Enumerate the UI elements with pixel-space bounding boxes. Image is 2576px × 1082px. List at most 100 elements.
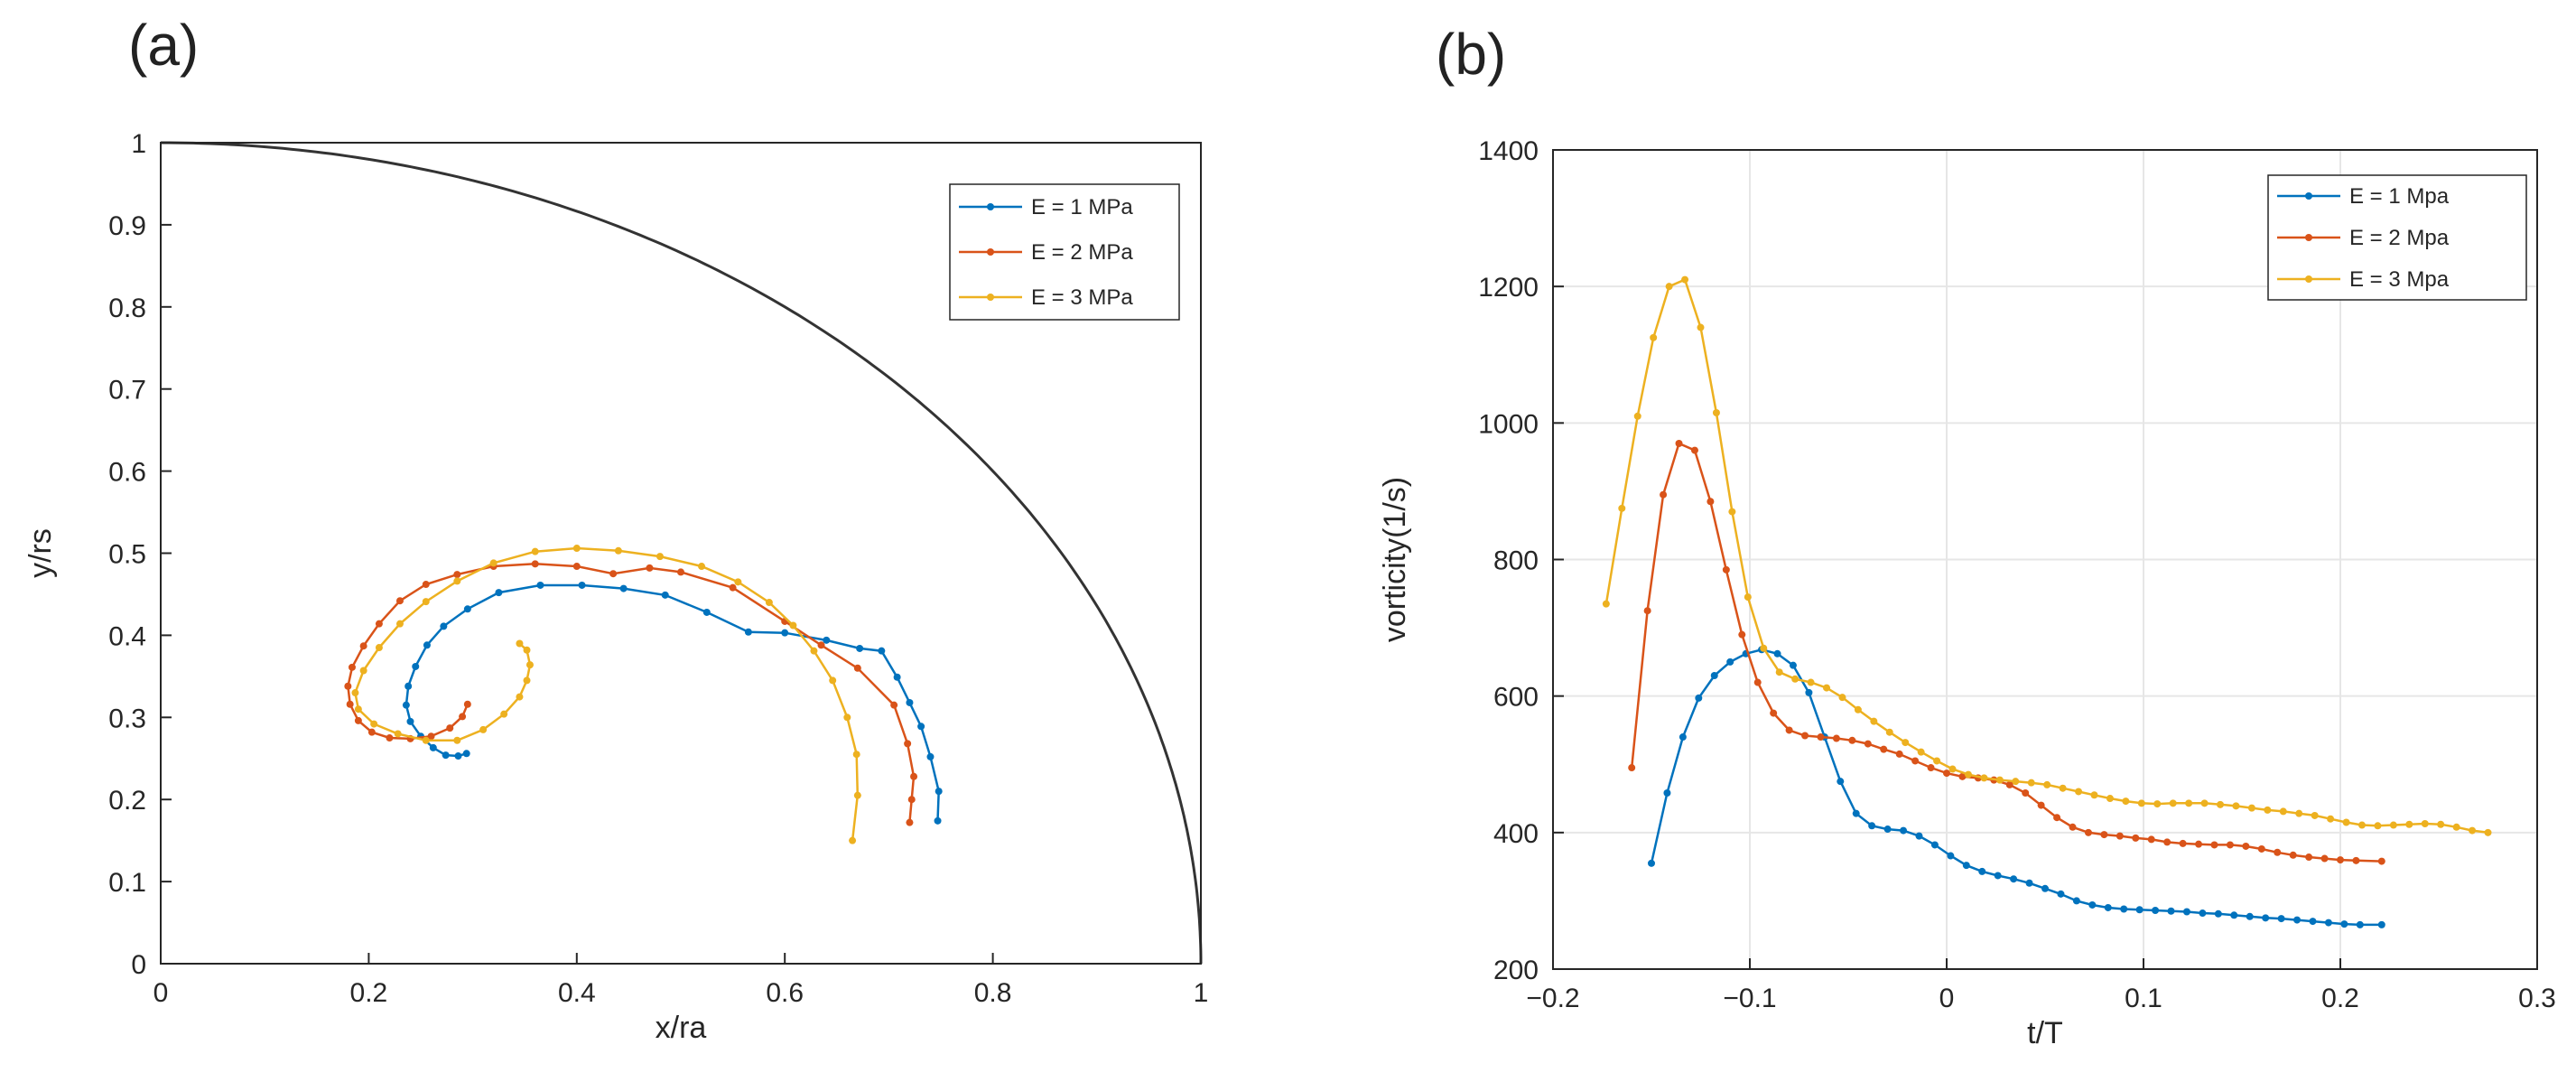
b-series-1-point [2199,909,2207,918]
b-series-2-point [1770,709,1778,717]
b-series-3-point [1917,748,1925,756]
panel-label-b: (b) [1436,22,1507,87]
a-series-3-point [516,693,524,701]
a-legend-marker-3 [987,294,994,301]
b-series-1-point [2340,920,2348,928]
a-series-2-point [531,560,539,568]
b-series-2-point [1660,490,1668,499]
b-series-1-point [1710,671,1718,679]
b-series-line-3 [1604,277,2488,835]
b-series-2-point [1817,733,1825,742]
b-series-3-point [2327,815,2335,823]
a-series-3-point [531,547,539,555]
b-series-2-point [2005,780,2013,788]
b-series-3-point [1602,600,1610,608]
a-series-3-point [789,621,797,630]
b-series-1-point [1994,872,2002,880]
a-ytick-label-6: 0.6 [108,458,146,488]
a-series-3-point [734,578,742,586]
b-series-3-point [1995,776,2004,784]
a-series-1-point [926,752,935,760]
b-series-1-point [2309,918,2317,926]
a-series-3-point [500,710,508,718]
a-series-2-point [346,700,354,708]
a-series-1-point [406,717,414,725]
a-series-3-point [354,705,362,714]
b-series-3-point [2247,804,2255,812]
b-series-2-point [1706,498,1715,506]
b-series-2-point [1785,726,1793,734]
a-series-1-point [423,641,431,649]
b-series-1-point [1978,867,1986,875]
a-series-1-point [935,788,943,796]
b-series-2-point [1880,745,1888,753]
b-series-3-point [2484,828,2492,836]
b-series-1-point [1868,822,1876,830]
a-xtick-label-2: 0.4 [558,978,596,1008]
a-series-3-point [359,667,367,675]
b-xtick-label-5: 0.3 [2518,984,2556,1013]
b-series-1-point [2182,908,2190,916]
a-series-3-point [829,676,837,685]
a-series-3-point [422,736,430,744]
a-series-2-point [354,716,362,724]
b-series-3-point [1775,668,1783,676]
a-legend-label-3: E = 3 MPa [1031,285,1133,310]
b-series-1-point [1900,826,1908,835]
b-series-2-point [1753,678,1762,686]
b-series-3-point [2405,820,2413,828]
b-series-3-point [1697,323,1705,331]
chart-b: −0.2 −0.1 0 0.1 0.2 0.3 200 400 600 800 1000 1200 14… [1378,136,2556,1050]
a-series-2-point [348,663,356,671]
a-series-1-point [402,701,410,709]
b-series-2-point [2069,823,2077,831]
a-series-3-point [489,559,498,567]
a-series-3-point [453,577,461,585]
b-xlabel: t/T [2027,1016,2063,1050]
a-ytick-label-4: 0.4 [108,621,146,651]
b-series-2-point [2100,831,2108,839]
b-series-1-point [2324,919,2332,927]
b-series-1-point [2277,915,2285,923]
a-series-2-point [459,713,467,721]
b-series-3-point [1823,684,1831,692]
a-series-1-point [619,584,628,592]
b-series-3-point [1712,408,1720,416]
b-ytick-label-4: 1000 [1478,409,1539,439]
a-ylabel: y/rs [23,528,58,578]
b-series-1-point [1648,859,1655,867]
b-series-1-point [1773,649,1781,658]
b-series-2-point [2147,835,2155,844]
b-series-1-point [2293,916,2302,924]
a-xtick-label-3: 0.6 [766,978,804,1008]
b-series-1-point [2167,907,2175,915]
a-series-3-point [523,676,531,685]
a-series-1-point [578,581,586,589]
b-series-1-point [2230,911,2238,919]
a-series-2-point [907,796,916,804]
b-series-1-point [2057,890,2065,898]
b-series-2-point [1832,734,1840,742]
b-series-2-point [1911,757,1920,765]
b-xtick-label-2: 0 [1939,984,1955,1013]
b-series-3-point [1933,757,1941,765]
b-series-3-point [2279,807,2287,816]
b-series-3-point [2469,826,2477,835]
a-series-3-point [523,646,531,654]
b-series-2-point [2274,848,2282,856]
b-legend-marker-1 [2305,192,2312,200]
b-series-3-point [1633,412,1641,420]
b-xtick-label-0: −0.2 [1526,984,1579,1013]
b-series-2-point [2132,834,2140,842]
b-series-3-point [2232,802,2240,810]
b-series-3-point [2421,820,2429,828]
b-legend-marker-2 [2305,234,2312,241]
a-series-line-2 [347,563,916,823]
b-series-3-point [2122,798,2130,806]
b-series-3-point [2012,778,2020,786]
a-legend-label-2: E = 2 MPa [1031,240,1133,265]
b-ytick-label-1: 400 [1493,819,1539,849]
b-ytick-label-3: 800 [1493,546,1539,576]
b-series-1-point [2214,909,2222,918]
a-ytick-label-9: 0.9 [108,211,146,241]
